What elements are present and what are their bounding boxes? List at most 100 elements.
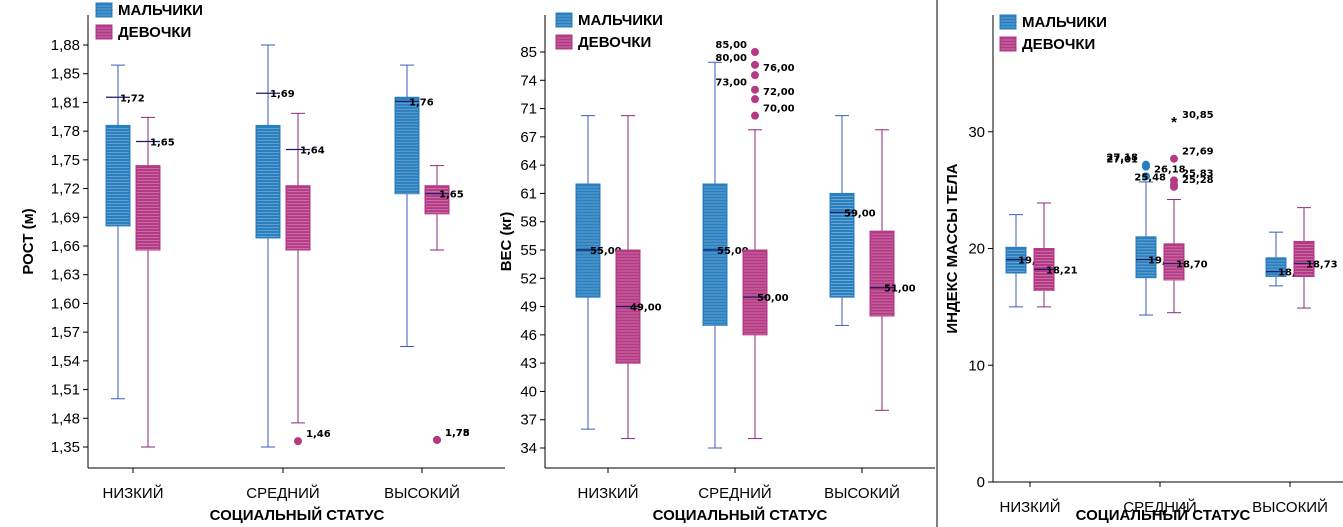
x-tick-label: СРЕДНИЙ [1123,498,1196,516]
girls-bmi-1-boxplot: 18,70 [1163,198,1208,314]
boys-height-1-boxplot: 1,69 [255,44,295,448]
y-tick-label: 71 [520,101,537,118]
boys-height-0-boxplot: 1,72 [105,64,145,400]
y-axis-title: ИНДЕКС МАССЫ ТЕЛА [944,163,961,333]
girls-weight-2-median-label: 51,00 [884,284,916,295]
y-tick-label: 1,69 [51,209,80,226]
outlier-label: 76,00 [763,63,795,74]
legend-bmi: МАЛЬЧИКИ ДЕВОЧКИ [999,14,1107,53]
x-axis-title: СОЦИАЛЬНЫЙ СТАТУС [653,506,828,524]
outlier-point [1170,176,1178,185]
y-tick-label: 34 [520,440,537,457]
outlier-bmi-1: 26,18 [1142,164,1186,181]
y-tick-label: 1,57 [51,324,80,341]
legend-swatch-box [555,34,573,50]
x-tick-label: НИЗКИЙ [1000,498,1061,516]
y-tick-label: 1,78 [51,123,80,140]
legend-label: МАЛЬЧИКИ [1022,14,1107,31]
outlier-label: 30,85 [1182,110,1214,121]
legend-swatch-box [555,12,573,28]
boys-weight-0-box [575,183,601,298]
x-axis-title: СОЦИАЛЬНЫЙ СТАТУС [1076,506,1251,524]
legend-swatch-box [95,24,113,40]
y-tick-label: 85 [520,44,537,61]
outlier-weight-4: 72,00 [751,87,795,104]
y-tick-label: 40 [520,383,537,400]
y-tick-label: 67 [520,129,537,146]
outlier-point [751,111,759,120]
y-tick-label: 0 [977,474,985,491]
boys-weight-2-median-label: 59,00 [844,208,876,219]
outlier-weight-3: 73,00 [715,78,759,94]
boys-height-1-box [255,124,281,239]
boys-weight-2-boxplot: 59,00 [829,115,876,326]
boys-weight-2-box [829,192,855,298]
x-tick-label: ВЫСОКИЙ [824,484,900,502]
y-tick-label: 1,35 [51,439,80,456]
outlier-label: 27,01 [1106,155,1138,166]
outlier-height-2: 1,75 [433,428,470,444]
x-tick-label: НИЗКИЙ [103,484,164,502]
y-tick-label: 61 [520,185,537,202]
outlier-point [433,435,441,444]
y-tick-label: 37 [520,412,537,429]
outlier-point [294,437,302,446]
boys-bmi-1-box [1135,236,1157,279]
y-tick-label: 1,51 [51,382,80,399]
y-tick-label: 52 [520,270,537,287]
legend-height: МАЛЬЧИКИ ДЕВОЧКИ [95,2,203,41]
legend-label: ДЕВОЧКИ [1022,36,1095,53]
girls-bmi-2-box [1293,240,1315,278]
boys-weight-0-median-label: 55,00 [590,246,622,257]
y-tick-label: 1,63 [51,267,80,284]
outlier-bmi-2: 27,01 [1106,155,1150,171]
y-tick-label: 1,48 [51,410,80,427]
chart-height: 1,35 1,48 1,51 1,54 1,57 1,60 1,63 1,66 1,69 1,72… [20,15,505,524]
girls-bmi-2-median-label: 18,73 [1306,259,1338,270]
y-tick-label: 1,75 [51,152,80,169]
legend-swatch-box [999,14,1017,30]
boys-weight-1-box [702,183,728,326]
outlier-label: 1,78 [445,428,470,439]
girls-height-0-median-label: 1,65 [150,137,175,148]
girls-bmi-0-median-label: 18,21 [1046,265,1078,276]
girls-height-2-boxplot: 1,65 [424,165,464,251]
girls-bmi-1-median-label: 18,70 [1176,260,1208,271]
girls-weight-2-boxplot: 51,00 [869,129,916,411]
girls-bmi-1-box [1163,243,1185,281]
y-axis-title: РОСТ (м) [20,208,37,274]
girls-bmi-2-boxplot: 18,73 [1293,207,1338,309]
girls-height-1-box [285,185,311,251]
y-tick-label: 1,81 [51,94,80,111]
boys-height-2-box [394,96,420,195]
outlier-weight-5: 70,00 [751,104,795,120]
outlier-point [1170,154,1178,163]
x-tick-label: НИЗКИЙ [578,484,639,502]
legend-label: ДЕВОЧКИ [578,34,651,51]
y-tick-label: 1,66 [51,238,80,255]
legend-swatch-box [95,2,113,18]
outlier-label: 26,18 [1154,164,1186,175]
y-tick-label: 30 [968,124,985,141]
outlier-bmi-3: * 30,85 [1171,110,1214,131]
x-tick-label: ВЫСОКИЙ [1252,498,1328,516]
boys-weight-1-boxplot: 55,00 [702,61,749,449]
girls-height-0-box [135,165,161,251]
y-tick-label: 1,88 [51,37,80,54]
outlier-label: 73,00 [715,78,747,89]
outlier-label: 25,48 [1134,173,1166,184]
outlier-weight-0: 85,00 [715,40,759,56]
chart-weight: 34 37 40 43 46 49 52 55 58 61 64 67 71 74 85 ВЕС (кг) НИ… [498,0,938,527]
boys-height-0-median-label: 1,72 [120,93,145,104]
y-tick-label: 1,85 [51,66,80,83]
y-tick-label: 74 [520,72,537,89]
outlier-label: 80,00 [715,53,747,64]
y-tick-label: 64 [520,157,537,174]
girls-height-0-boxplot: 1,65 [135,116,175,448]
girls-height-1-boxplot: 1,64 [285,112,325,424]
outlier-bmi-4: 27,69 [1170,147,1214,163]
girls-weight-1-median-label: 50,00 [757,293,789,304]
legend-weight: МАЛЬЧИКИ ДЕВОЧКИ [555,12,663,51]
y-tick-label: 10 [968,357,985,374]
